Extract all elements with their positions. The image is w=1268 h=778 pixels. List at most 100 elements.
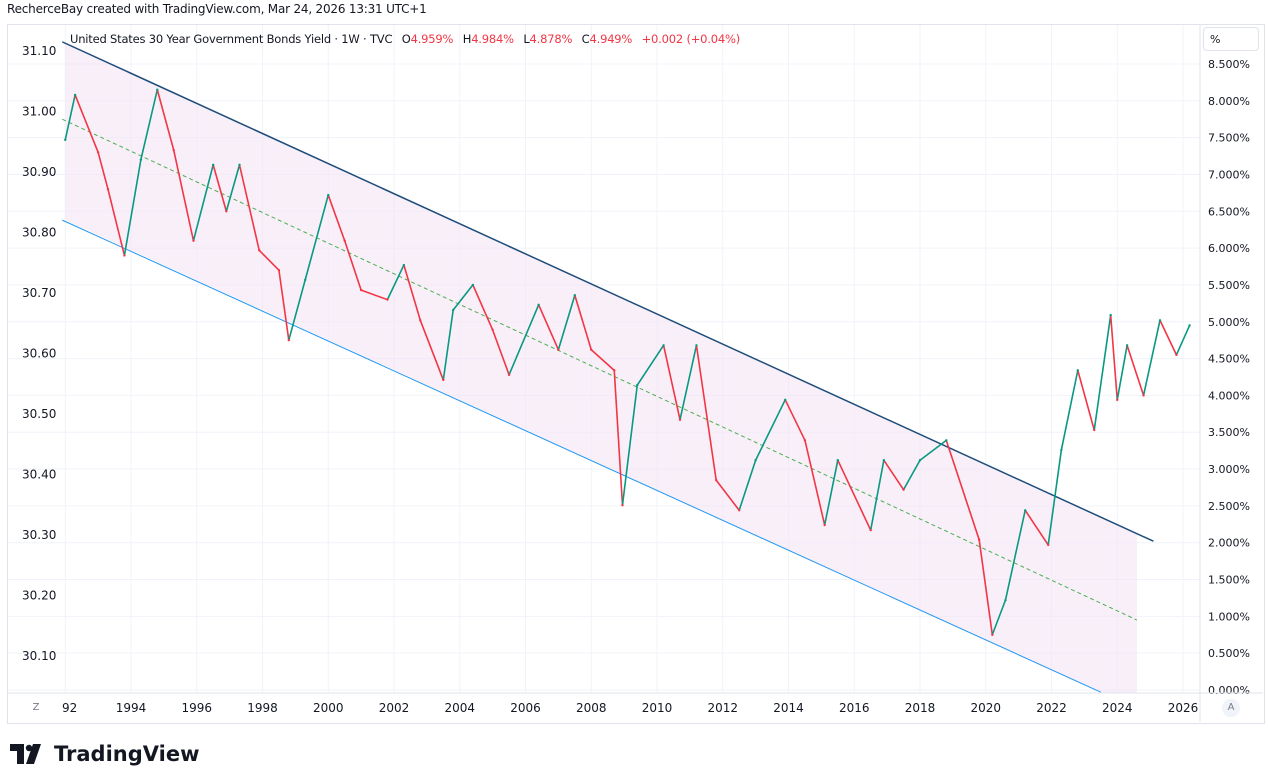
y-tick-right: 0.500% — [1208, 647, 1250, 660]
price-point — [507, 373, 511, 376]
price-point — [945, 439, 948, 442]
zoom-reset-button[interactable]: Z — [32, 702, 40, 713]
price-segment — [64, 94, 76, 141]
price-point — [1109, 313, 1112, 317]
channel-midline — [62, 118, 1138, 621]
price-segment — [491, 329, 510, 376]
x-tick: 1994 — [116, 701, 147, 715]
channel-upper-line — [61, 41, 1154, 542]
price-point — [106, 187, 110, 191]
price-segment — [837, 459, 872, 531]
price-segment — [74, 94, 99, 153]
price-segment — [304, 194, 330, 280]
price-point — [96, 151, 100, 154]
y-tick-right: 1.500% — [1208, 574, 1250, 587]
x-tick: 92 — [62, 701, 77, 715]
price-point — [918, 459, 922, 462]
price-segment — [1109, 315, 1119, 400]
price-point — [977, 538, 981, 541]
price-segment — [238, 164, 260, 251]
price-point — [573, 294, 577, 297]
price-point — [836, 459, 840, 462]
close-label: C — [581, 32, 590, 46]
low-value: 4.878% — [529, 32, 573, 46]
price-segment — [636, 344, 665, 386]
price-segment — [991, 599, 1007, 636]
price-point — [304, 278, 307, 281]
price-segment — [192, 164, 214, 241]
price-point — [557, 348, 560, 351]
price-point — [402, 263, 406, 267]
price-point — [73, 93, 77, 97]
x-tick: 2014 — [773, 701, 804, 715]
price-segment — [452, 284, 474, 311]
price-point — [537, 303, 540, 307]
x-tick: 2018 — [905, 701, 936, 715]
chart-frame — [7, 24, 1265, 724]
price-point — [471, 283, 475, 287]
price-segment — [1004, 510, 1026, 601]
y-tick-right: 4.000% — [1208, 389, 1250, 402]
price-segment — [360, 289, 388, 301]
price-segment — [557, 295, 576, 350]
price-segment — [508, 304, 540, 376]
x-tick: 2022 — [1036, 701, 1067, 715]
y-tick-right: 5.000% — [1208, 316, 1250, 329]
price-segment — [590, 349, 615, 371]
price-point — [1175, 353, 1178, 357]
y-tick-right: 7.000% — [1208, 168, 1250, 181]
auto-scale-button[interactable]: A — [1222, 699, 1240, 717]
price-point — [172, 148, 175, 152]
price-point — [258, 249, 261, 252]
price-segment — [1093, 315, 1112, 431]
price-segment — [537, 304, 560, 351]
change-value: +0.002 (+0.04%) — [641, 32, 741, 46]
y-tick-left: 30.30 — [22, 528, 56, 542]
y-tick-left: 30.10 — [22, 649, 56, 663]
price-point — [613, 369, 616, 372]
open-label: O — [401, 32, 411, 46]
price-segment — [784, 399, 806, 441]
price-segment — [343, 240, 362, 291]
price-segment — [442, 309, 454, 381]
x-tick: 2016 — [839, 701, 870, 715]
scale-percent-button[interactable]: % — [1203, 27, 1259, 51]
price-point — [1093, 428, 1096, 432]
x-tick: 2006 — [510, 701, 541, 715]
y-tick-right: 8.500% — [1208, 58, 1250, 71]
price-point — [784, 398, 787, 402]
price-segment — [212, 164, 228, 212]
price-segment — [883, 459, 905, 491]
y-tick-right: 2.500% — [1208, 500, 1250, 513]
price-segment — [945, 440, 980, 541]
price-point — [225, 210, 228, 213]
price-segment — [1126, 345, 1145, 396]
price-segment — [97, 152, 109, 190]
price-segment — [1077, 370, 1096, 431]
y-tick-right: 7.500% — [1208, 132, 1250, 145]
price-segment — [225, 164, 241, 212]
price-point — [695, 344, 698, 347]
y-tick-right: 0.000% — [1208, 684, 1250, 697]
price-point — [714, 478, 718, 482]
y-tick-right: 2.000% — [1208, 537, 1250, 550]
y-tick-left: 30.60 — [22, 347, 56, 361]
price-point — [1047, 543, 1050, 547]
y-tick-right: 3.000% — [1208, 463, 1250, 476]
price-segment — [1060, 370, 1079, 451]
price-segment — [107, 188, 126, 256]
x-tick: 2020 — [970, 701, 1001, 715]
y-tick-left: 30.50 — [22, 407, 56, 421]
price-segment — [156, 89, 175, 151]
price-segment — [403, 264, 422, 321]
x-tick: 2012 — [707, 701, 738, 715]
price-point — [386, 298, 389, 301]
price-segment — [327, 194, 346, 242]
price-point — [621, 503, 624, 507]
high-value: 4.984% — [471, 32, 514, 46]
y-tick-left: 31.00 — [22, 105, 56, 119]
price-segment — [574, 295, 593, 350]
price-point — [277, 268, 281, 272]
price-point — [451, 308, 455, 312]
